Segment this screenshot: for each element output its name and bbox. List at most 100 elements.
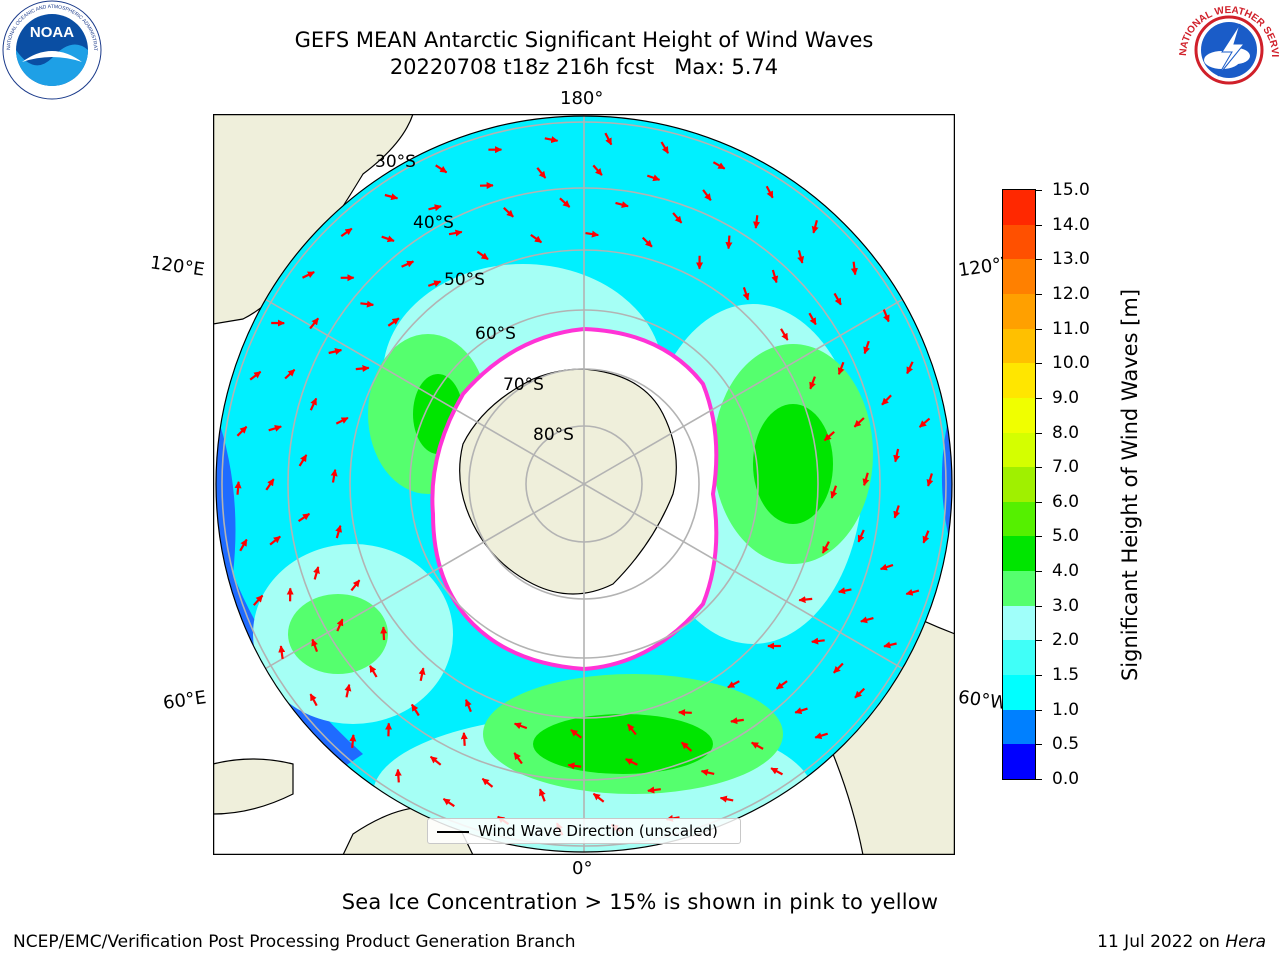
colorbar-tick: [1036, 224, 1042, 226]
wind-wave-arrow: [570, 729, 582, 739]
wind-wave-arrow: [702, 189, 712, 201]
wind-wave-arrow: [360, 300, 374, 308]
colorbar-tick-label: 1.0: [1052, 699, 1080, 720]
wind-wave-arrow: [823, 430, 835, 442]
wind-wave-arrow: [809, 376, 816, 390]
wind-wave-arrow: [751, 741, 764, 750]
wind-wave-arrow: [355, 364, 370, 372]
wind-wave-arrow: [252, 594, 264, 606]
wind-wave-arrow: [330, 469, 338, 483]
wind-wave-arrow: [278, 645, 286, 660]
colorbar-segment: [1003, 466, 1035, 502]
wind-wave-arrow: [893, 505, 901, 519]
wind-wave-arrow: [269, 535, 281, 546]
colorbar-segment: [1003, 328, 1035, 364]
colorbar-segment: [1003, 432, 1035, 468]
wind-wave-arrow: [641, 236, 653, 248]
wind-wave-arrow: [335, 525, 343, 539]
wind-wave-arrow: [336, 618, 344, 632]
colorbar-tick: [1036, 779, 1042, 780]
colorbar-segment: [1003, 709, 1035, 745]
footer-date: 11 Jul 2022 on Hera: [1097, 932, 1266, 952]
colorbar-segment: [1003, 501, 1035, 537]
wind-wave-arrow: [384, 193, 399, 201]
colorbar-tick-label: 12.0: [1052, 283, 1090, 304]
wind-wave-arrow: [268, 424, 282, 432]
footer-branch: NCEP/EMC/Verification Post Processing Pr…: [13, 932, 576, 952]
colorbar-segment: [1003, 639, 1035, 676]
colorbar-segment: [1003, 258, 1035, 294]
colorbar-tick-label: 15.0: [1052, 180, 1090, 200]
wind-wave-arrow: [428, 204, 442, 212]
wind-wave-arrow: [340, 227, 353, 237]
wind-wave-arrow: [893, 448, 901, 463]
wind-wave-arrow: [311, 638, 319, 652]
colorbar-tick: [1036, 744, 1042, 746]
wind-wave-arrow: [387, 317, 400, 327]
colorbar-tick-label: 10.0: [1052, 353, 1090, 374]
lon-label-0: 0°: [572, 858, 593, 879]
lat-label-30s: 30°S: [375, 152, 416, 172]
lat-label-80s: 80°S: [533, 425, 574, 445]
wind-wave-arrow: [672, 212, 683, 224]
wind-wave-arrow: [814, 732, 829, 740]
colorbar-tick-label: 11.0: [1052, 318, 1090, 339]
wind-wave-arrow: [435, 164, 448, 174]
wind-wave-arrow: [821, 541, 830, 554]
wind-wave-arrow: [448, 229, 463, 237]
wind-wave-arrow: [727, 680, 740, 689]
wind-wave-arrow: [544, 136, 559, 144]
colorbar-segment: [1003, 535, 1035, 572]
wind-wave-arrow: [725, 235, 733, 250]
chart-subtitle: 20220708 t18z 216h fcst Max: 5.74: [389, 55, 779, 79]
noaa-logo-icon: NOAA NATIONAL OCEANIC AND ATMOSPHERIC AD…: [0, 0, 104, 100]
wind-wave-arrow: [730, 717, 744, 725]
colorbar-tick: [1036, 709, 1042, 711]
wind-wave-arrow: [401, 260, 415, 268]
lat-label-70s: 70°S: [503, 375, 544, 395]
colorbar-segment: [1003, 224, 1035, 260]
wind-wave-arrow: [853, 417, 865, 428]
colorbar: [1002, 189, 1036, 780]
wind-wave-arrow: [381, 235, 395, 243]
lat-label-60s: 60°S: [475, 324, 516, 344]
wind-wave-arrow: [850, 261, 858, 276]
colorbar-segment: [1003, 397, 1035, 433]
wind-wave-arrow: [335, 416, 349, 425]
colorbar-tick-label: 2.0: [1052, 630, 1080, 651]
colorbar-tick-label: 14.0: [1052, 214, 1090, 235]
colorbar-tick: [1036, 571, 1042, 573]
colorbar-segment: [1003, 189, 1035, 225]
wind-wave-arrow: [460, 732, 468, 746]
lon-label-120e: 120°E: [148, 252, 206, 281]
wind-wave-arrow: [918, 417, 931, 428]
wind-wave-arrow: [833, 292, 842, 306]
wind-wave-arrow: [857, 529, 865, 543]
wind-wave-arrow: [765, 185, 774, 199]
graticule: [216, 116, 952, 852]
wind-wave-arrow: [297, 512, 311, 523]
wind-wave-arrow: [660, 141, 670, 154]
svg-text:NOAA: NOAA: [30, 24, 74, 41]
wind-wave-arrow: [427, 280, 442, 287]
colorbar-tick-label: 1.5: [1052, 665, 1080, 686]
wind-wave-arrow: [926, 473, 934, 487]
wind-wave-arrow: [742, 287, 750, 301]
antarctic-map: [212, 113, 956, 856]
footer-machine: Hera: [1225, 932, 1266, 952]
wind-wave-arrow: [394, 768, 402, 783]
wind-wave-arrow: [838, 587, 852, 595]
wind-wave-arrow: [680, 741, 693, 752]
colorbar-tick: [1036, 363, 1042, 365]
wind-wave-arrow: [922, 530, 930, 544]
wind-wave-arrow: [592, 164, 603, 176]
wind-wave-arrow: [380, 626, 388, 641]
colorbar-tick-label: 0.5: [1052, 734, 1080, 755]
lon-label-180: 180°: [560, 88, 604, 109]
wind-wave-arrow: [775, 680, 788, 690]
wind-wave-arrow: [239, 538, 248, 552]
wind-wave-arrow: [604, 132, 613, 146]
wind-wave-arrow: [770, 767, 784, 776]
wind-wave-arrow: [249, 370, 262, 381]
wind-wave-arrow: [647, 786, 661, 794]
